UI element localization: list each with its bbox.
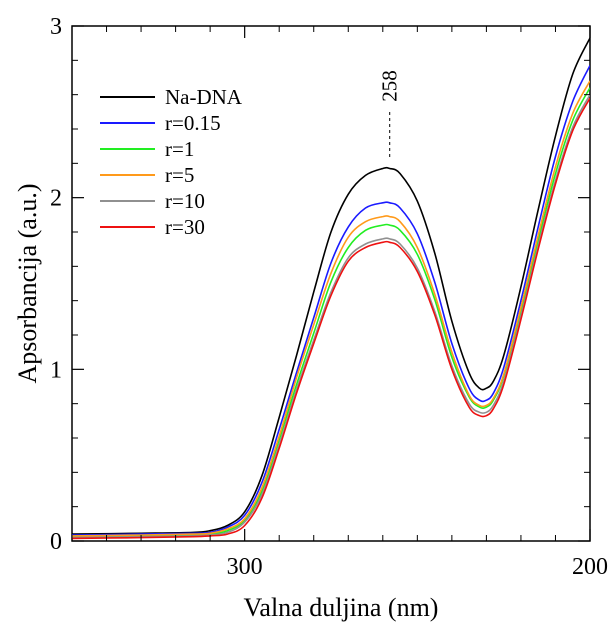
- legend-label-1: r=0.15: [165, 111, 221, 135]
- plot-area: [71, 25, 591, 542]
- y-tick-label-2: 2: [50, 186, 62, 212]
- legend-label-5: r=30: [165, 215, 205, 239]
- series-line-1: [72, 65, 590, 536]
- axis-ticks: 300 200 0 1 2 3: [50, 14, 608, 580]
- y-axis-label: Apsorbancija (a.u.): [13, 184, 42, 384]
- series-layer: [72, 37, 590, 540]
- legend-label-0: Na-DNA: [165, 85, 243, 109]
- legend-label-2: r=1: [165, 137, 194, 161]
- y-tick-label-3: 3: [50, 14, 62, 40]
- series-line-3: [72, 80, 590, 537]
- plot-frame: [71, 25, 591, 542]
- y-tick-label-1: 1: [50, 357, 62, 383]
- series-line-0: [72, 37, 590, 535]
- annotation-label: 258: [378, 70, 402, 102]
- annotation: 258: [378, 70, 402, 160]
- legend-label-4: r=10: [165, 189, 205, 213]
- series-line-2: [72, 87, 590, 538]
- y-tick-label-0: 0: [50, 529, 62, 555]
- x-tick-label-0: 300: [227, 554, 263, 580]
- x-tick-label-1: 200: [572, 554, 608, 580]
- series-line-5: [72, 97, 590, 540]
- series-line-4: [72, 94, 590, 539]
- x-axis-label: Valna duljina (nm): [244, 593, 439, 622]
- legend-label-3: r=5: [165, 163, 194, 187]
